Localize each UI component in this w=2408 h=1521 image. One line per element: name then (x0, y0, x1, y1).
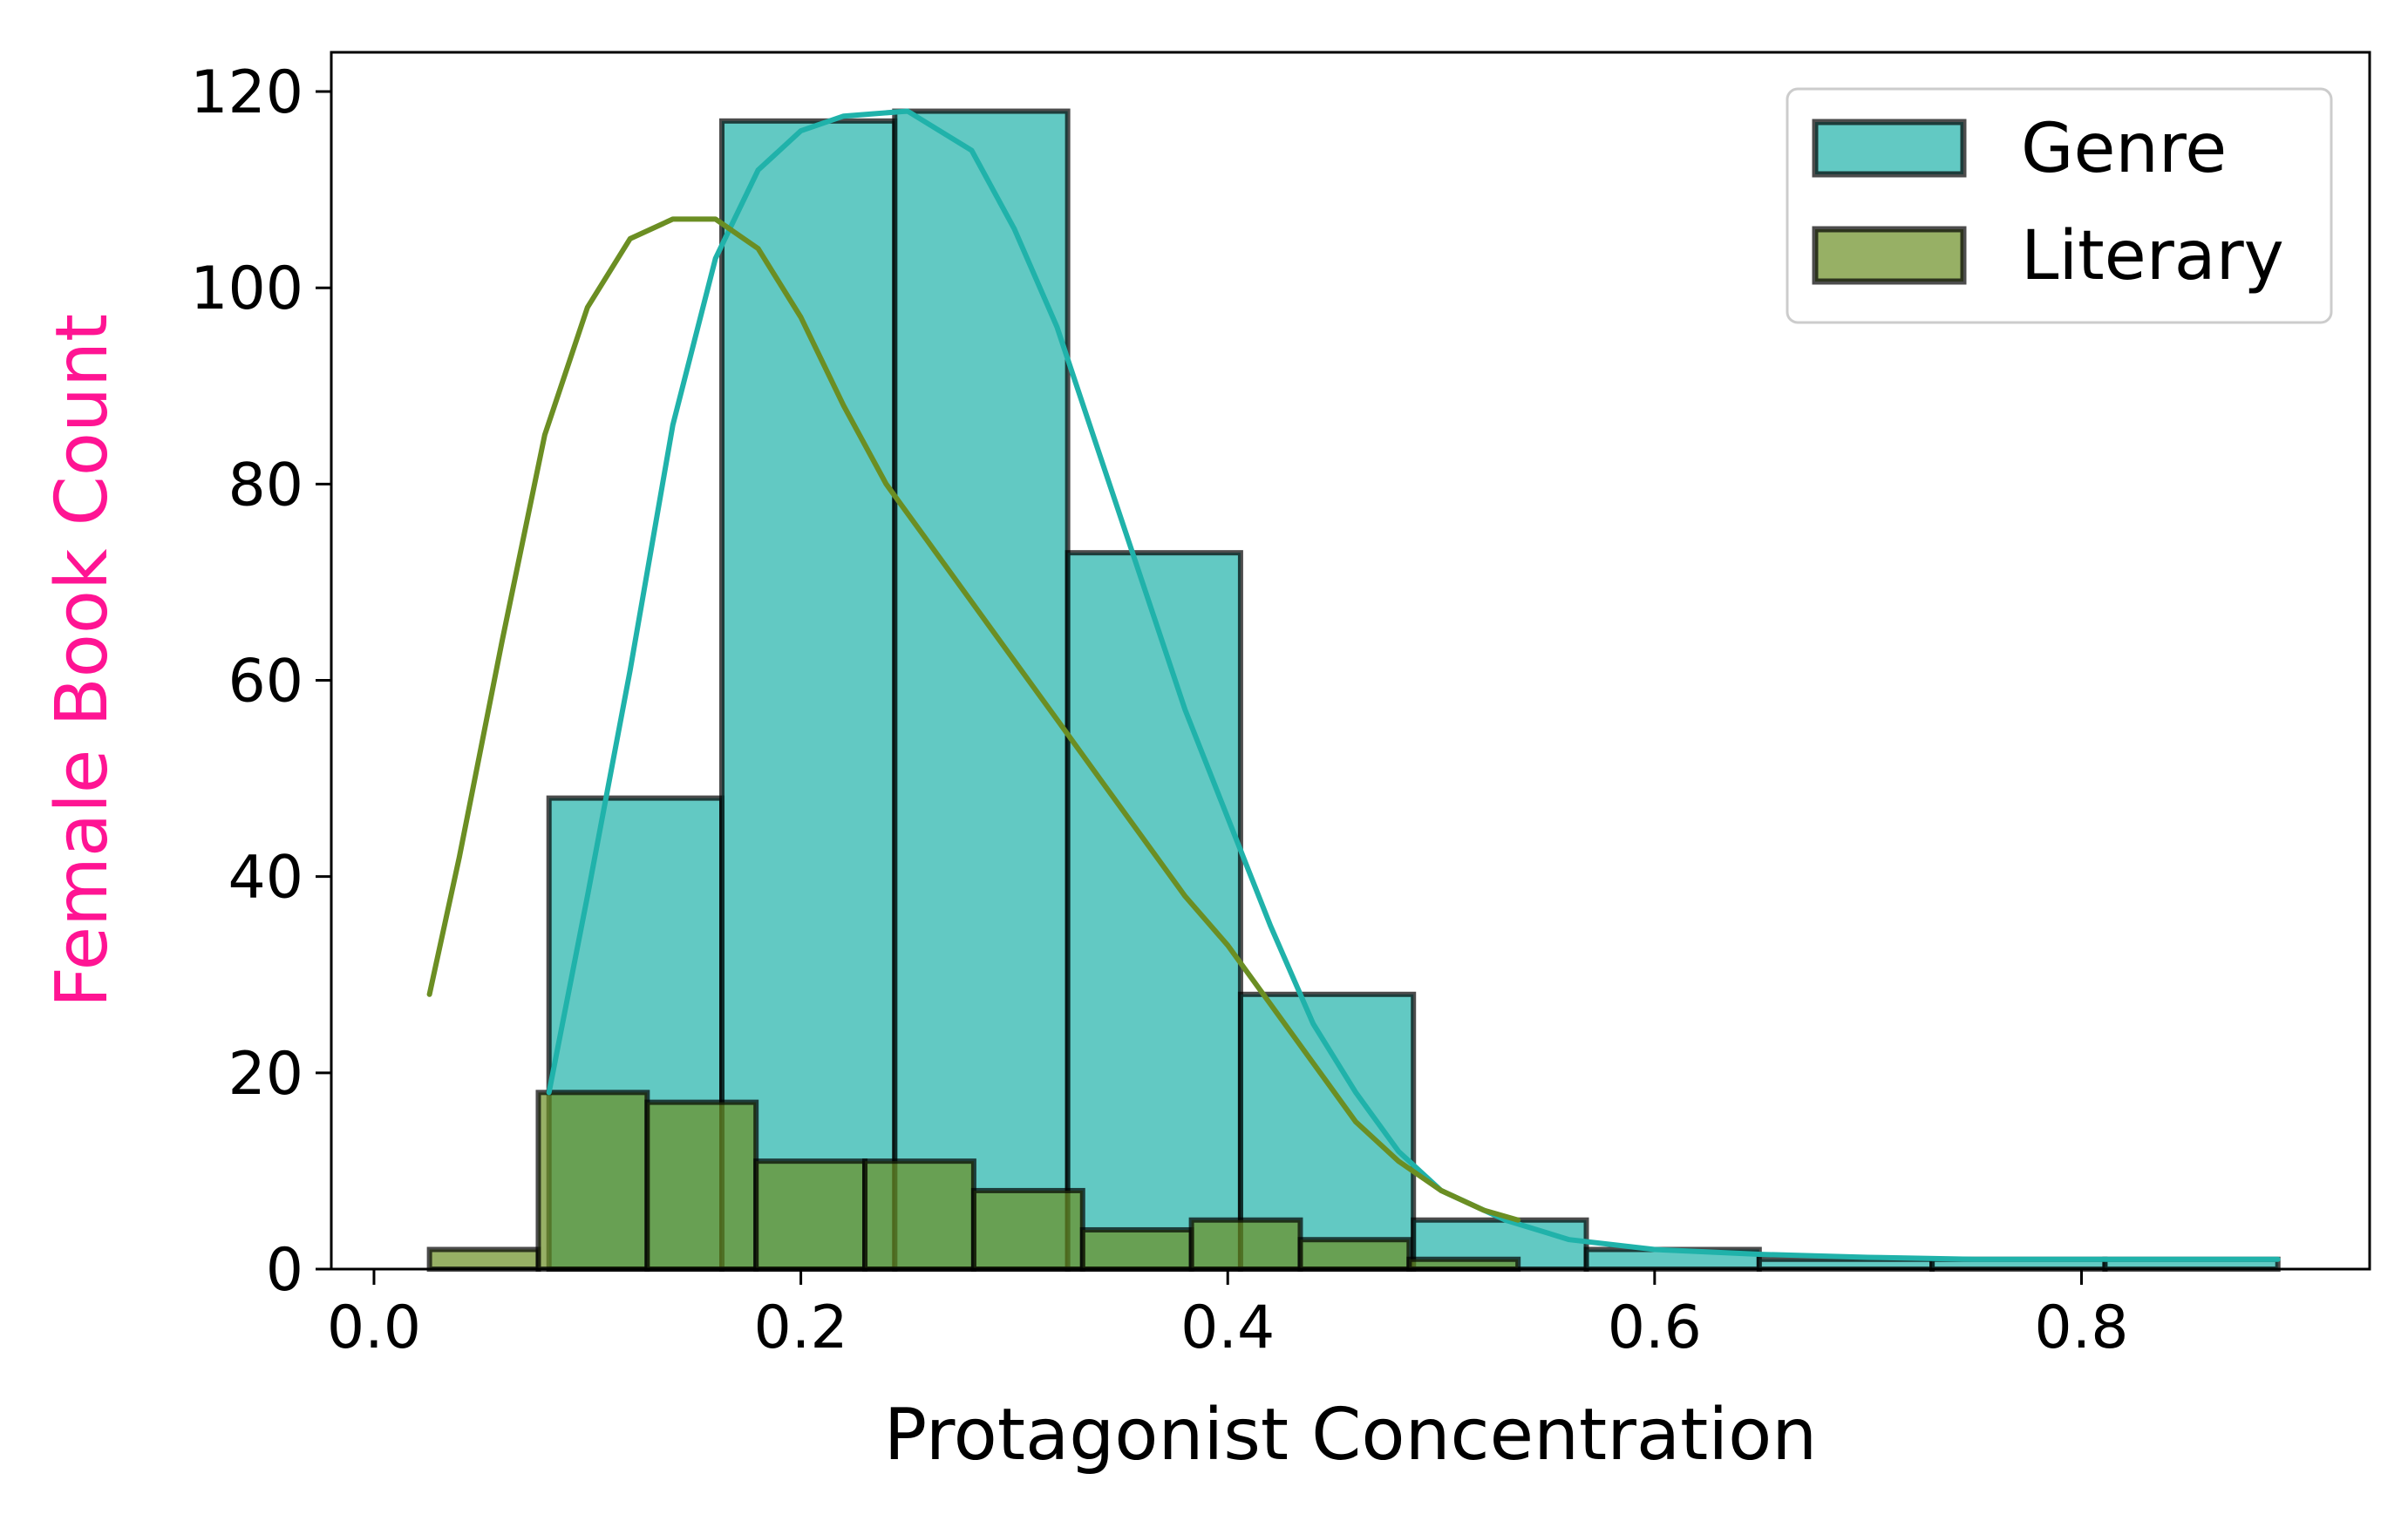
y-axis-label: Female Book Count (41, 314, 124, 1008)
x-tick-label: 0.0 (327, 1294, 421, 1362)
bar-literary-9 (1406, 1256, 1521, 1273)
legend-label-genre: Genre (2021, 110, 2227, 188)
axis-ticks: 0.0 0.2 0.4 0.6 0.8 0 20 40 60 80 100 120 (190, 58, 2128, 1362)
y-tick-label: 100 (190, 255, 303, 323)
y-tick-label: 120 (190, 58, 303, 127)
bar-literary-7 (1188, 1217, 1303, 1273)
plot-frame (330, 51, 2371, 1271)
bar-genre-3 (1065, 550, 1243, 1272)
legend-label-literary: Literary (2021, 217, 2284, 295)
bar-literary-5 (970, 1187, 1085, 1272)
kde-line-genre (546, 108, 2281, 1262)
x-tick-label: 0.2 (754, 1294, 848, 1362)
bar-literary-0 (426, 1246, 541, 1273)
legend-swatch-literary (1812, 226, 1967, 285)
y-tick-label: 40 (228, 844, 303, 913)
bar-genre-7 (1756, 1256, 1935, 1273)
x-tick-label: 0.6 (1608, 1294, 1702, 1362)
x-tick-label: 0.8 (2034, 1294, 2128, 1362)
y-tick-label: 0 (266, 1236, 303, 1305)
bar-literary-3 (753, 1158, 868, 1272)
bar-literary-4 (862, 1158, 976, 1272)
plot-area (426, 108, 2281, 1273)
bar-genre-2 (892, 108, 1071, 1273)
bar-literary-1 (535, 1090, 650, 1273)
x-tick-label: 0.4 (1180, 1294, 1275, 1362)
bar-literary-6 (1079, 1226, 1194, 1273)
y-tick-label: 20 (228, 1040, 303, 1109)
bar-genre-1 (719, 118, 898, 1273)
y-tick-label: 60 (228, 648, 303, 716)
legend: Genre Literary (1786, 87, 2333, 324)
y-tick-label: 80 (228, 451, 303, 519)
x-axis-label: Protagonist Concentration (884, 1394, 1817, 1477)
legend-swatch-genre (1812, 119, 1967, 178)
kde-line-literary (426, 216, 1521, 1223)
bar-literary-2 (644, 1099, 759, 1273)
bar-literary-8 (1297, 1237, 1412, 1273)
